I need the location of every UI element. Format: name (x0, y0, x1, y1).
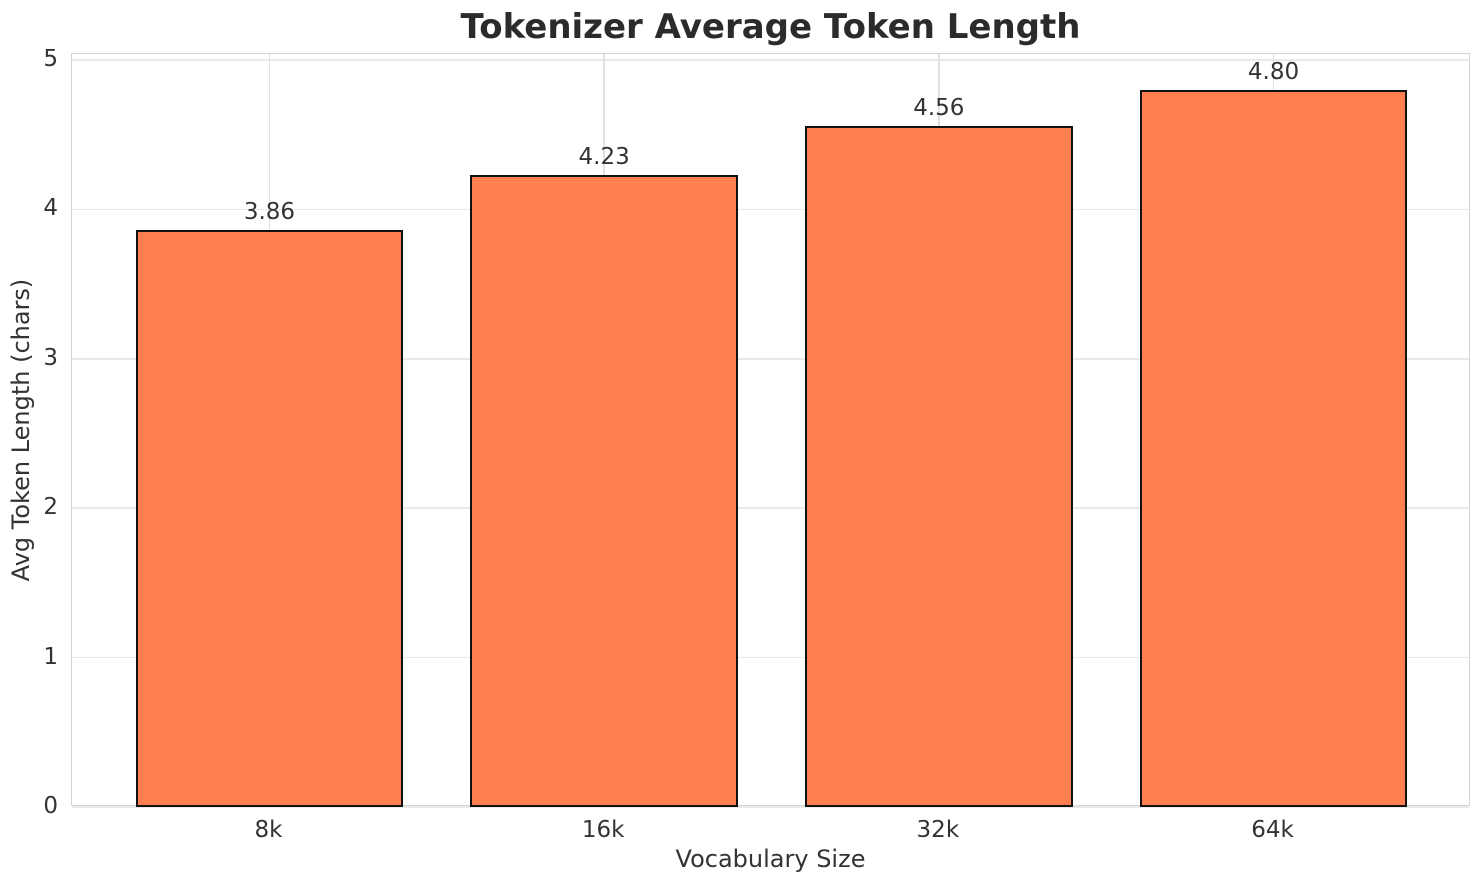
bar-value-label-8k: 3.86 (243, 199, 296, 226)
h-gridline-y3 (72, 358, 1469, 360)
bar-value-label-64k: 4.80 (1247, 58, 1300, 85)
h-gridline-y2 (72, 507, 1469, 509)
h-gridline-y1 (72, 656, 1469, 659)
x-tick-label-32k: 32k (916, 817, 960, 843)
bar-8k (135, 230, 404, 807)
bar-16k (470, 175, 739, 807)
bar-32k (804, 125, 1073, 807)
plot-area: 3.86 4.23 4.56 4.80 (71, 53, 1470, 808)
y-tick-label-2: 2 (43, 494, 58, 521)
x-tick-label-16k: 16k (581, 817, 625, 843)
y-tick-label-1: 1 (43, 643, 58, 670)
x-axis-label: Vocabulary Size (675, 845, 866, 873)
y-tick-label-4: 4 (43, 195, 58, 222)
chart-title: Tokenizer Average Token Length (460, 7, 1081, 47)
y-tick-label-0: 0 (43, 793, 58, 819)
h-gridline-y4 (72, 208, 1469, 211)
x-tick-label-64k: 64k (1251, 817, 1294, 843)
y-tick-label-5: 5 (43, 45, 58, 72)
y-tick-label-3: 3 (43, 344, 58, 371)
h-gridline-y0 (72, 806, 1469, 808)
y-axis-label: Avg Token Length (chars) (7, 278, 35, 582)
bar-value-label-32k: 4.56 (913, 94, 965, 121)
bar-value-label-16k: 4.23 (578, 144, 630, 171)
bar-64k (1139, 89, 1408, 807)
h-gridline-y5 (72, 59, 1469, 61)
x-tick-label-8k: 8k (254, 817, 283, 843)
